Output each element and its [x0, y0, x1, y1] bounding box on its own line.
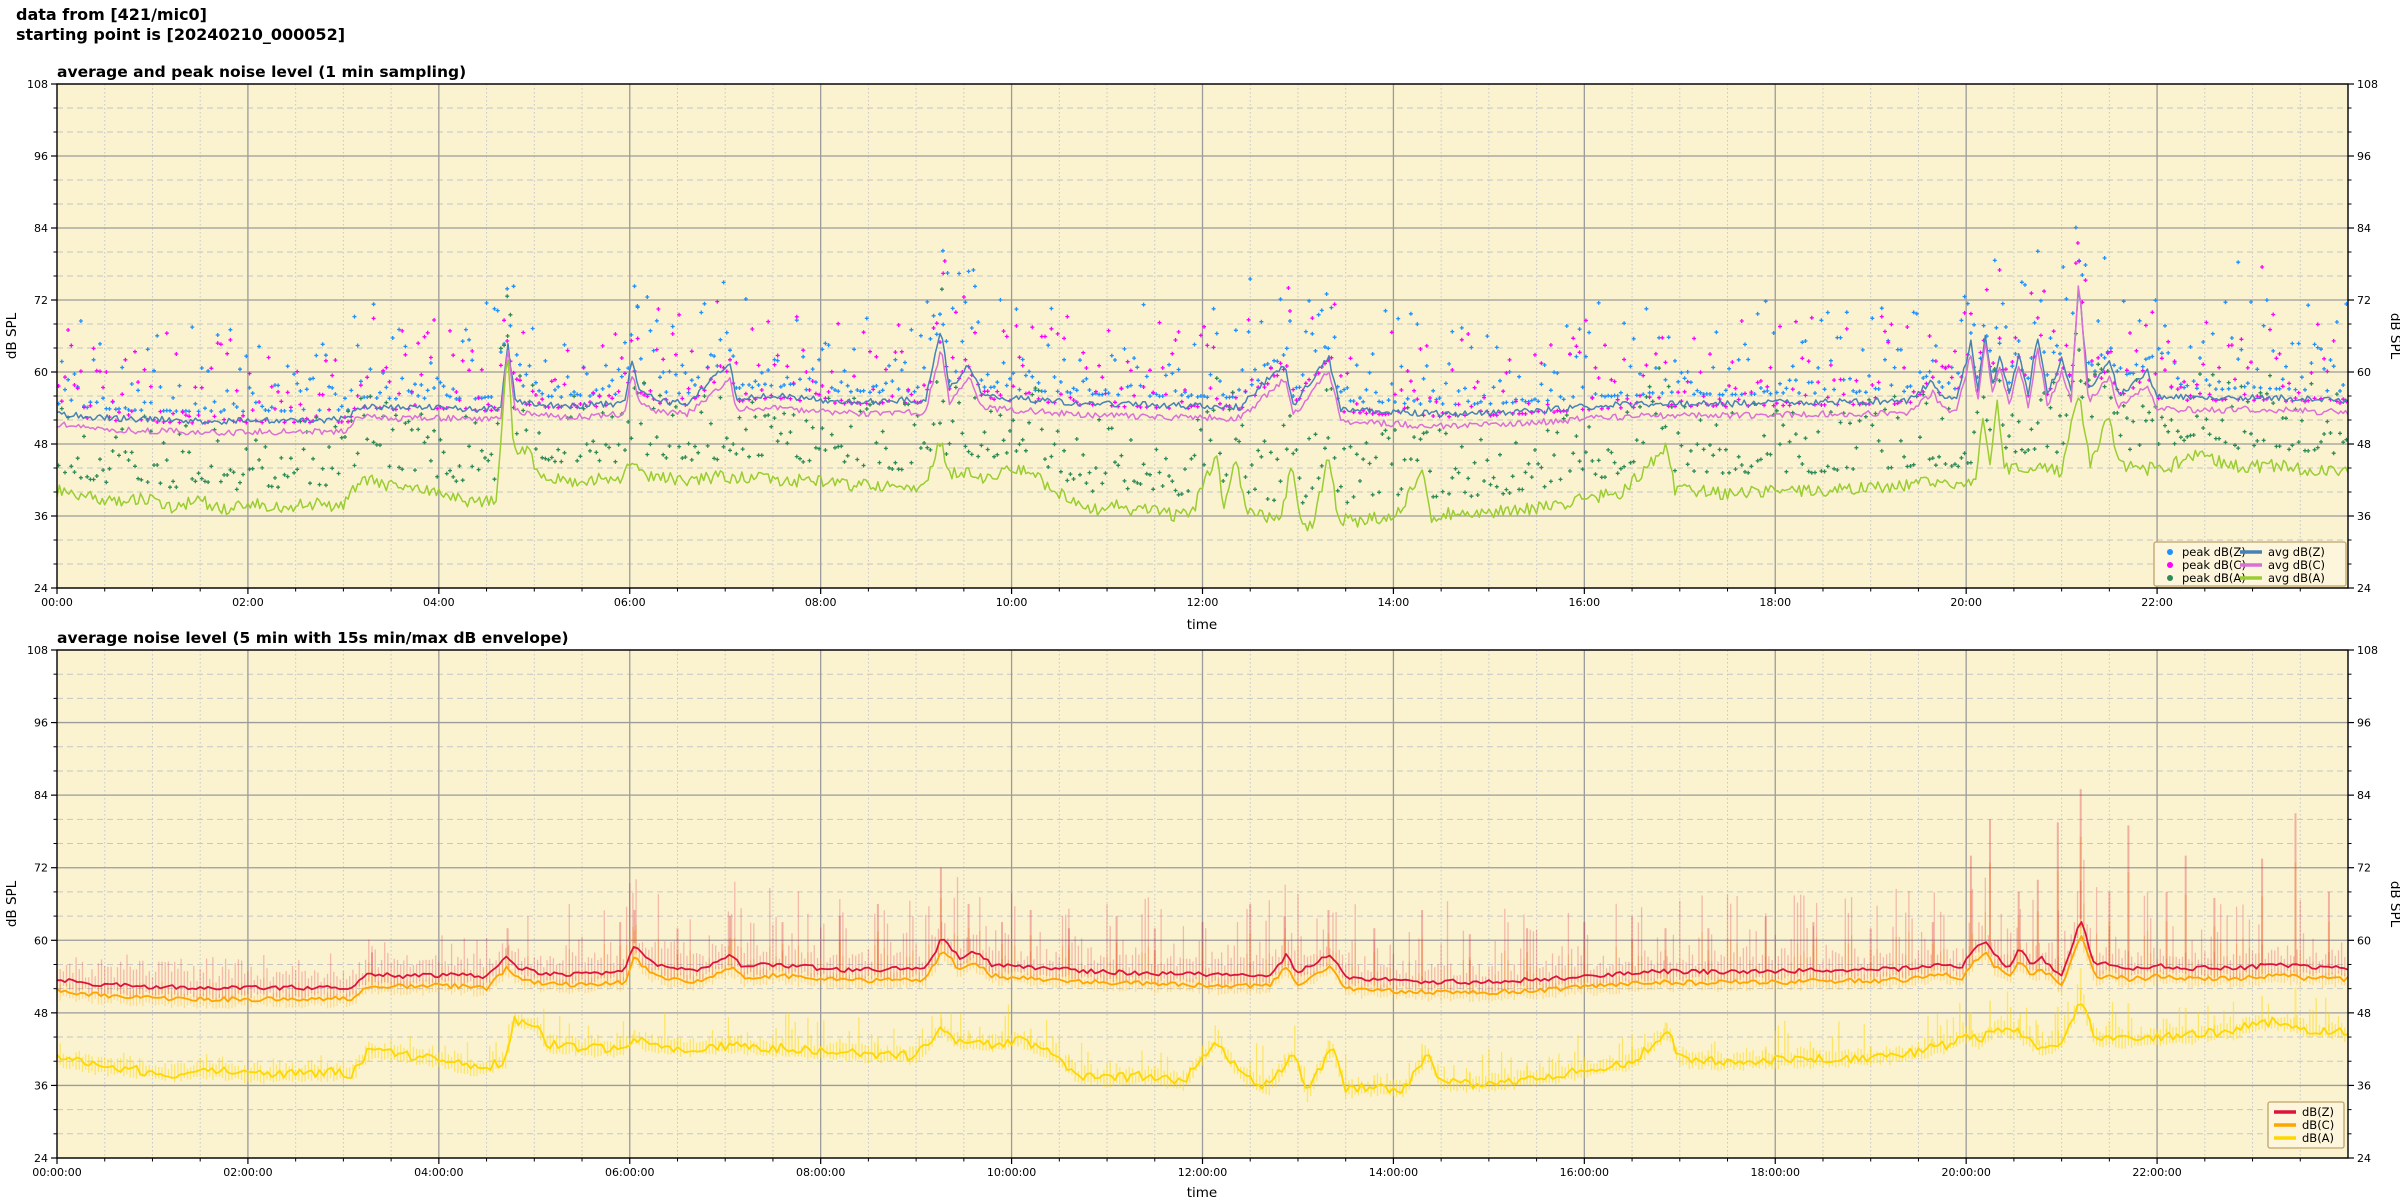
ytick-left: 24 [34, 582, 48, 595]
legend-label: avg dB(A) [2268, 571, 2325, 585]
line-avg-a [56, 359, 2349, 532]
xtick: 20:00 [1950, 596, 1982, 609]
header-line-2: starting point is [20240210_000052] [16, 25, 346, 44]
chart-average-envelope: 24 24 36 36 48 48 60 60 72 72 84 84 96 96 108 108 00:00:… [27, 644, 2378, 1179]
xtick: 08:00:00 [796, 1166, 845, 1179]
ytick-left: 84 [34, 789, 48, 802]
ytick-right: 24 [2357, 582, 2371, 595]
legend-label: dB(Z) [2302, 1105, 2334, 1119]
xtick: 14:00:00 [1369, 1166, 1418, 1179]
scatter-peak-a [56, 287, 2349, 505]
xtick: 08:00 [805, 596, 837, 609]
ytick-right: 72 [2357, 862, 2371, 875]
legend-label: avg dB(Z) [2268, 545, 2325, 559]
ytick-right: 84 [2357, 222, 2371, 235]
ytick-right: 84 [2357, 789, 2371, 802]
legend-label: avg dB(C) [2268, 558, 2325, 572]
axis-tick-labels: 24 24 36 36 48 48 60 60 72 72 84 84 96 96 108 108 00:00 0… [27, 78, 2378, 609]
xtick: 04:00 [423, 596, 455, 609]
xtick: 16:00 [1568, 596, 1600, 609]
chart1-xlabel: time [1187, 617, 1218, 633]
ytick-left: 60 [34, 366, 48, 379]
legend-marker-peak_z [2167, 549, 2173, 555]
chart1-ylabel-left: dB SPL [4, 312, 20, 359]
ytick-left: 108 [27, 644, 48, 657]
xtick: 06:00 [614, 596, 646, 609]
xtick: 04:00:00 [414, 1166, 463, 1179]
ytick-right: 72 [2357, 294, 2371, 307]
envelope-events-dbz [371, 789, 2330, 982]
legend-marker-peak_c [2167, 562, 2173, 568]
ytick-left: 84 [34, 222, 48, 235]
xtick: 06:00:00 [605, 1166, 654, 1179]
xtick: 12:00 [1187, 596, 1219, 609]
ytick-left: 60 [34, 934, 48, 947]
line-db-a [56, 1003, 2349, 1094]
legend: peak dB(Z)peak dB(C)peak dB(A)avg dB(Z)a… [2153, 541, 2347, 587]
legend-label: peak dB(Z) [2182, 545, 2246, 559]
line-avg-z [56, 290, 2349, 425]
line-db-z [56, 921, 2349, 991]
chart2-xlabel: time [1187, 1185, 1218, 1200]
ytick-right: 108 [2357, 78, 2378, 91]
envelope-events-dbc [371, 836, 2330, 993]
ytick-right: 48 [2357, 1007, 2371, 1020]
ytick-right: 96 [2357, 150, 2371, 163]
line-db-c [56, 935, 2349, 1003]
chart2-title: average noise level (5 min with 15s min/… [57, 629, 569, 647]
ytick-right: 108 [2357, 644, 2378, 657]
ytick-left: 72 [34, 862, 48, 875]
legend-label: dB(C) [2302, 1118, 2334, 1132]
line-avg-c [56, 285, 2349, 437]
xtick: 10:00 [996, 596, 1028, 609]
ytick-left: 96 [34, 717, 48, 730]
xtick: 20:00:00 [1941, 1166, 1990, 1179]
ytick-left: 36 [34, 510, 48, 523]
legend-marker-peak_a [2167, 575, 2173, 581]
ytick-left: 48 [34, 1007, 48, 1020]
xtick: 22:00:00 [2132, 1166, 2181, 1179]
chart2-ylabel-right: dB SPL [2387, 881, 2400, 928]
ytick-left: 24 [34, 1152, 48, 1165]
scatter-peak-z [56, 225, 2349, 414]
xtick: 18:00:00 [1751, 1166, 1800, 1179]
ytick-right: 96 [2357, 717, 2371, 730]
chart1-ylabel-right: dB SPL [2387, 313, 2400, 360]
header-line-1: data from [421/mic0] [16, 5, 207, 24]
xtick: 16:00:00 [1560, 1166, 1609, 1179]
ytick-right: 48 [2357, 438, 2371, 451]
xtick: 14:00 [1378, 596, 1410, 609]
xtick: 12:00:00 [1178, 1166, 1227, 1179]
xtick: 22:00 [2141, 596, 2173, 609]
legend: dB(Z)dB(C)dB(A) [2267, 1101, 2345, 1149]
ytick-left: 96 [34, 150, 48, 163]
chart2-ylabel-left: dB SPL [4, 880, 20, 927]
axis-ticks [51, 83, 2354, 594]
ytick-left: 108 [27, 78, 48, 91]
ytick-right: 24 [2357, 1152, 2371, 1165]
ytick-right: 36 [2357, 510, 2371, 523]
chart1-title: average and peak noise level (1 min samp… [57, 63, 466, 81]
ytick-right: 60 [2357, 366, 2371, 379]
xtick: 18:00 [1759, 596, 1791, 609]
axis-ticks [51, 649, 2354, 1164]
legend-label: peak dB(A) [2182, 571, 2246, 585]
ytick-left: 48 [34, 438, 48, 451]
xtick: 02:00:00 [223, 1166, 272, 1179]
legend-label: dB(A) [2302, 1131, 2334, 1145]
legend-label: peak dB(C) [2182, 558, 2246, 572]
xtick: 10:00:00 [987, 1166, 1036, 1179]
xtick: 00:00 [41, 596, 73, 609]
ytick-left: 72 [34, 294, 48, 307]
ytick-right: 36 [2357, 1079, 2371, 1092]
ytick-left: 36 [34, 1079, 48, 1092]
xtick: 02:00 [232, 596, 264, 609]
ytick-right: 60 [2357, 934, 2371, 947]
chart-average-peak: 24 24 36 36 48 48 60 60 72 72 84 84 96 96 108 108 00:00 0… [27, 78, 2378, 609]
xtick: 00:00:00 [32, 1166, 81, 1179]
axis-tick-labels: 24 24 36 36 48 48 60 60 72 72 84 84 96 96 108 108 00:00:… [27, 644, 2378, 1179]
